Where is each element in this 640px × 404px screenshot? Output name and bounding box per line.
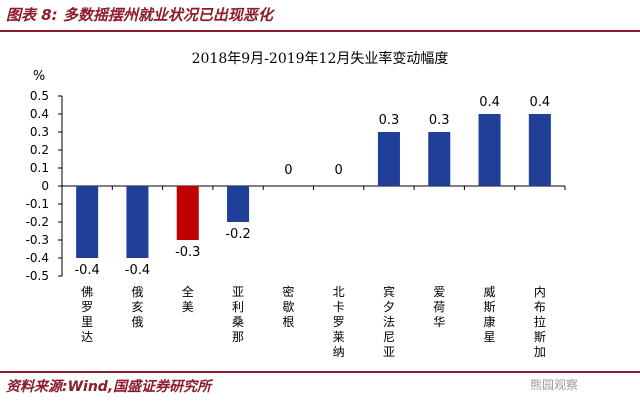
chart-title: 2018年9月-2019年12月失业率变动幅度	[191, 51, 449, 67]
source-note: 资料来源:Wind,国盛证券研究所	[6, 379, 212, 395]
data-label: 0	[335, 163, 343, 178]
y-axis-unit: %	[33, 69, 45, 84]
figure-title: 图表 8: 多数摇摆州就业状况已出现恶化	[6, 6, 273, 24]
top-rule	[0, 30, 640, 32]
category-label: 佛罗里达	[81, 285, 93, 344]
y-tick-label: 0.3	[30, 125, 49, 139]
y-tick-label: -0.2	[26, 215, 49, 229]
category-label: 亚利桑那	[232, 285, 244, 344]
bar-6	[377, 132, 400, 186]
bar-8	[478, 114, 501, 186]
data-label: -0.2	[225, 227, 250, 242]
category-label: 内布拉斯加	[534, 285, 546, 359]
bar-3	[227, 186, 250, 222]
y-tick-label: -0.1	[26, 197, 49, 211]
bar-2	[176, 186, 199, 240]
bottom-rule	[0, 371, 640, 373]
category-label: 北卡罗莱纳	[333, 285, 345, 359]
y-tick-label: 0.4	[30, 107, 49, 121]
y-tick-label: 0.5	[30, 89, 49, 103]
category-label: 密歇根	[282, 284, 294, 329]
y-tick-label: -0.3	[26, 233, 49, 247]
data-label: 0.3	[429, 113, 450, 128]
y-tick-label: 0.2	[30, 143, 49, 157]
data-label: -0.3	[175, 245, 200, 260]
bar-7	[428, 132, 451, 186]
category-label: 全美	[182, 284, 194, 314]
bar-0	[76, 186, 99, 258]
data-label: -0.4	[125, 263, 150, 278]
category-label: 威斯康星	[484, 285, 496, 344]
figure-header: 图表 8: 多数摇摆州就业状况已出现恶化	[0, 0, 640, 34]
y-tick-label: -0.4	[26, 251, 49, 265]
category-label: 爱荷华	[433, 285, 445, 329]
data-label: 0	[284, 163, 292, 178]
y-tick-label: -0.5	[26, 269, 49, 283]
y-tick-label: 0.1	[30, 161, 49, 175]
data-label: 0.4	[479, 95, 500, 110]
category-label: 俄亥俄	[131, 285, 143, 329]
data-label: 0.4	[530, 95, 551, 110]
y-tick-label: 0	[41, 179, 49, 193]
bar-9	[528, 114, 551, 186]
category-label: 宾夕法尼亚	[383, 284, 395, 359]
data-label: -0.4	[74, 263, 99, 278]
bar-1	[126, 186, 149, 258]
watermark: 熊园观察	[530, 378, 579, 392]
data-label: 0.3	[379, 113, 400, 128]
